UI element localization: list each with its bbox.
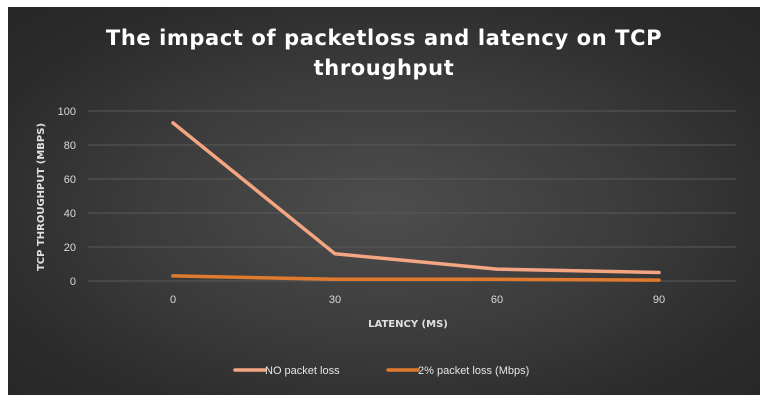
series-1-point-30 [333, 277, 337, 281]
x-tick-label-90: 90 [653, 294, 665, 306]
y-axis-title: TCP THROUGHPUT (MBPS) [36, 123, 47, 271]
series-0-point-30 [333, 252, 337, 256]
x-axis-title: LATENCY (MS) [368, 319, 448, 330]
legend-label-0: NO packet loss [265, 365, 340, 377]
series-line-1 [171, 274, 661, 282]
chart-title-line-1: The impact of packetloss and latency on … [105, 26, 663, 50]
line-chart-svg: 0 20 40 60 80 100 0 30 60 90 LATENCY (MS) TCP THROU… [36, 106, 736, 377]
y-tick-label-60: 60 [64, 174, 76, 186]
series-0-point-60 [495, 267, 499, 271]
x-tick-label-30: 30 [329, 294, 341, 306]
chart-title-line-2: throughput [313, 56, 455, 80]
series-1-point-0 [171, 274, 175, 278]
y-tick-label-40: 40 [64, 208, 76, 220]
x-tick-label-0: 0 [170, 294, 176, 306]
y-tick-label-100: 100 [58, 106, 76, 118]
y-tick-label-0: 0 [70, 276, 76, 288]
series-1-point-60 [495, 277, 499, 281]
y-tick-label-20: 20 [64, 242, 76, 254]
chart-area: The impact of packetloss and latency on … [8, 7, 760, 395]
x-tick-label-60: 60 [491, 294, 503, 306]
y-tick-label-80: 80 [64, 140, 76, 152]
legend-label-1: 2% packet loss (Mbps) [418, 365, 529, 377]
chart-title: The impact of packetloss and latency on … [8, 23, 760, 83]
series-line-0 [171, 121, 661, 275]
series-1-point-90 [657, 278, 661, 282]
series-0-point-0 [171, 121, 175, 125]
series-0-point-90 [657, 270, 661, 275]
